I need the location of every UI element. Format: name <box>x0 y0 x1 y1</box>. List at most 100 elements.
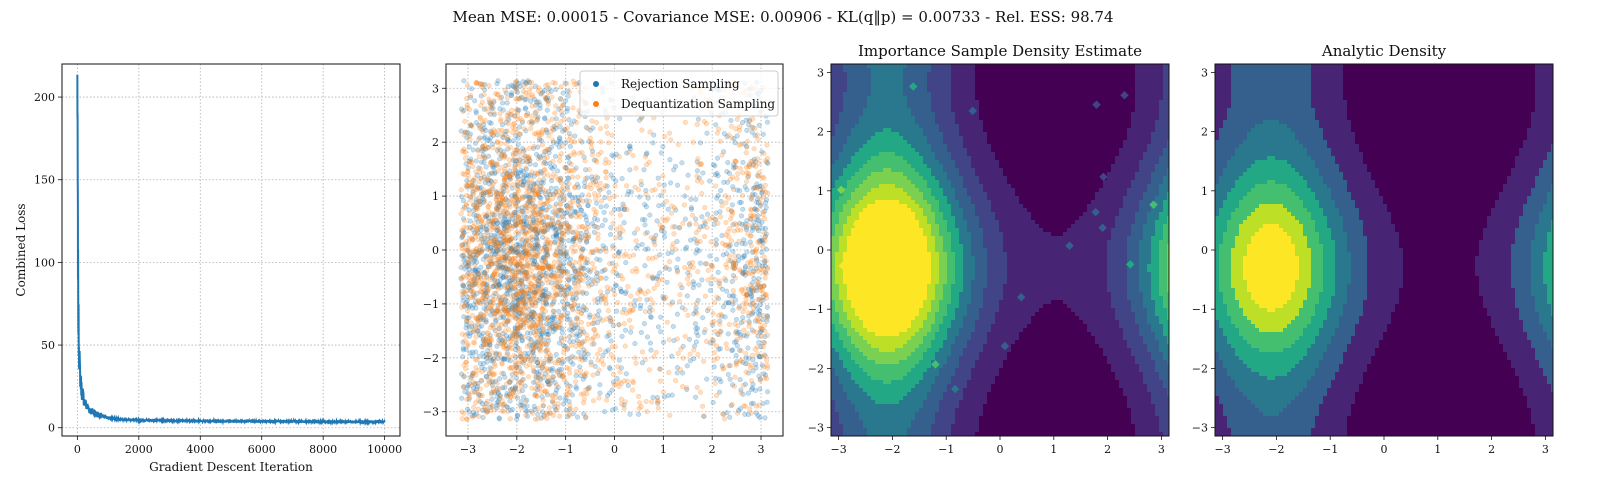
scatter-point-dequantization <box>539 129 545 136</box>
scatter-point-rejection <box>541 159 548 165</box>
scatter-point-dequantization <box>543 236 549 242</box>
scatter-point-dequantization <box>479 369 485 375</box>
scatter-point-rejection <box>503 296 509 302</box>
scatter-point-rejection <box>686 222 692 228</box>
scatter-point-dequantization <box>514 327 520 333</box>
scatter-point-dequantization <box>706 306 712 312</box>
scatter-point-rejection <box>514 89 520 95</box>
scatter-point-dequantization <box>523 313 529 320</box>
scatter-point-rejection <box>542 255 548 261</box>
scatter-point-rejection <box>669 249 675 255</box>
scatter-point-rejection <box>658 314 664 320</box>
scatter-point-dequantization <box>546 382 552 388</box>
scatter-point-rejection <box>557 178 563 184</box>
scatter-point-rejection <box>467 381 473 387</box>
density-cell <box>1031 64 1036 69</box>
scatter-point-rejection <box>744 225 750 231</box>
scatter-point-rejection <box>512 304 518 310</box>
scatter-point-dequantization <box>564 125 570 131</box>
scatter-point-rejection <box>512 247 518 253</box>
scatter-point-dequantization <box>554 122 560 128</box>
y-tick-label: 0 <box>48 422 55 435</box>
scatter-point-rejection <box>461 252 467 258</box>
scatter-point-rejection <box>632 303 638 309</box>
scatter-point-dequantization <box>525 374 532 380</box>
scatter-point-rejection <box>727 376 733 382</box>
scatter-point-rejection <box>623 260 629 266</box>
scatter-point-dequantization <box>561 303 567 309</box>
density-cell <box>963 72 968 77</box>
scatter-point-rejection <box>546 98 552 104</box>
scatter-point-rejection <box>581 211 587 218</box>
scatter-point-dequantization <box>614 299 621 306</box>
scatter-point-dequantization <box>489 183 495 190</box>
scatter-point-dequantization <box>666 337 672 343</box>
scatter-point-rejection <box>479 365 485 371</box>
density-cell <box>843 84 848 89</box>
scatter-point-dequantization <box>496 217 503 223</box>
scatter-point-rejection <box>465 297 471 303</box>
scatter-point-rejection <box>497 277 503 283</box>
scatter-point-rejection <box>506 336 512 342</box>
scatter-point-rejection <box>538 330 544 336</box>
scatter-point-dequantization <box>711 318 717 324</box>
scatter-point-dequantization <box>531 342 537 348</box>
density-cell <box>923 64 928 69</box>
scatter-point-dequantization <box>583 414 589 420</box>
scatter-point-dequantization <box>548 129 554 135</box>
scatter-point-rejection <box>543 300 549 306</box>
y-tick-label: 150 <box>34 174 55 187</box>
scatter-point-rejection <box>536 243 542 249</box>
scatter-point-rejection <box>660 225 666 231</box>
scatter-point-rejection <box>688 206 695 212</box>
scatter-point-rejection <box>498 284 504 290</box>
density-cell <box>883 76 888 81</box>
scatter-point-rejection <box>500 134 506 140</box>
scatter-point-dequantization <box>483 409 490 415</box>
scatter-point-rejection <box>519 120 525 126</box>
scatter-point-dequantization <box>476 80 482 86</box>
scatter-point-rejection <box>541 177 547 183</box>
scatter-point-dequantization <box>522 356 528 362</box>
scatter-point-dequantization <box>528 79 535 85</box>
loss-axes-frame <box>61 63 401 437</box>
scatter-point-dequantization <box>663 198 669 204</box>
scatter-point-dequantization <box>460 252 466 258</box>
density-cell <box>831 64 836 69</box>
scatter-point-rejection <box>552 380 558 386</box>
scatter-point-dequantization <box>559 338 565 344</box>
density-cell <box>851 64 856 69</box>
scatter-point-rejection <box>585 202 591 209</box>
scatter-point-rejection <box>491 99 497 105</box>
scatter-point-rejection <box>495 248 501 254</box>
scatter-point-dequantization <box>477 289 483 295</box>
scatter-point-rejection <box>671 338 677 344</box>
density-cell <box>1127 68 1132 73</box>
density-cell <box>979 72 984 77</box>
scatter-point-dequantization <box>761 194 767 200</box>
scatter-point-dequantization <box>594 120 600 126</box>
scatter-point-rejection <box>737 377 743 383</box>
scatter-point-dequantization <box>582 158 588 164</box>
scatter-point-dequantization <box>524 185 530 191</box>
scatter-point-rejection <box>530 220 536 226</box>
scatter-point-dequantization <box>482 198 488 204</box>
scatter-point-rejection <box>473 158 479 164</box>
scatter-point-dequantization <box>486 109 492 115</box>
scatter-point-dequantization <box>756 160 762 166</box>
scatter-point-dequantization <box>591 317 597 323</box>
scatter-point-dequantization <box>577 138 583 144</box>
density-cell <box>1159 64 1164 69</box>
scatter-point-dequantization <box>603 123 609 130</box>
density-cell <box>879 76 884 81</box>
scatter-point-dequantization <box>733 362 739 368</box>
scatter-point-dequantization <box>557 154 563 160</box>
scatter-point-rejection <box>489 170 495 176</box>
scatter-point-rejection <box>724 134 730 140</box>
scatter-point-rejection <box>567 285 573 291</box>
scatter-point-rejection <box>742 411 748 417</box>
scatter-point-dequantization <box>569 244 575 251</box>
scatter-point-rejection <box>605 393 611 399</box>
scatter-point-dequantization <box>594 159 600 165</box>
density-cell <box>863 72 868 77</box>
